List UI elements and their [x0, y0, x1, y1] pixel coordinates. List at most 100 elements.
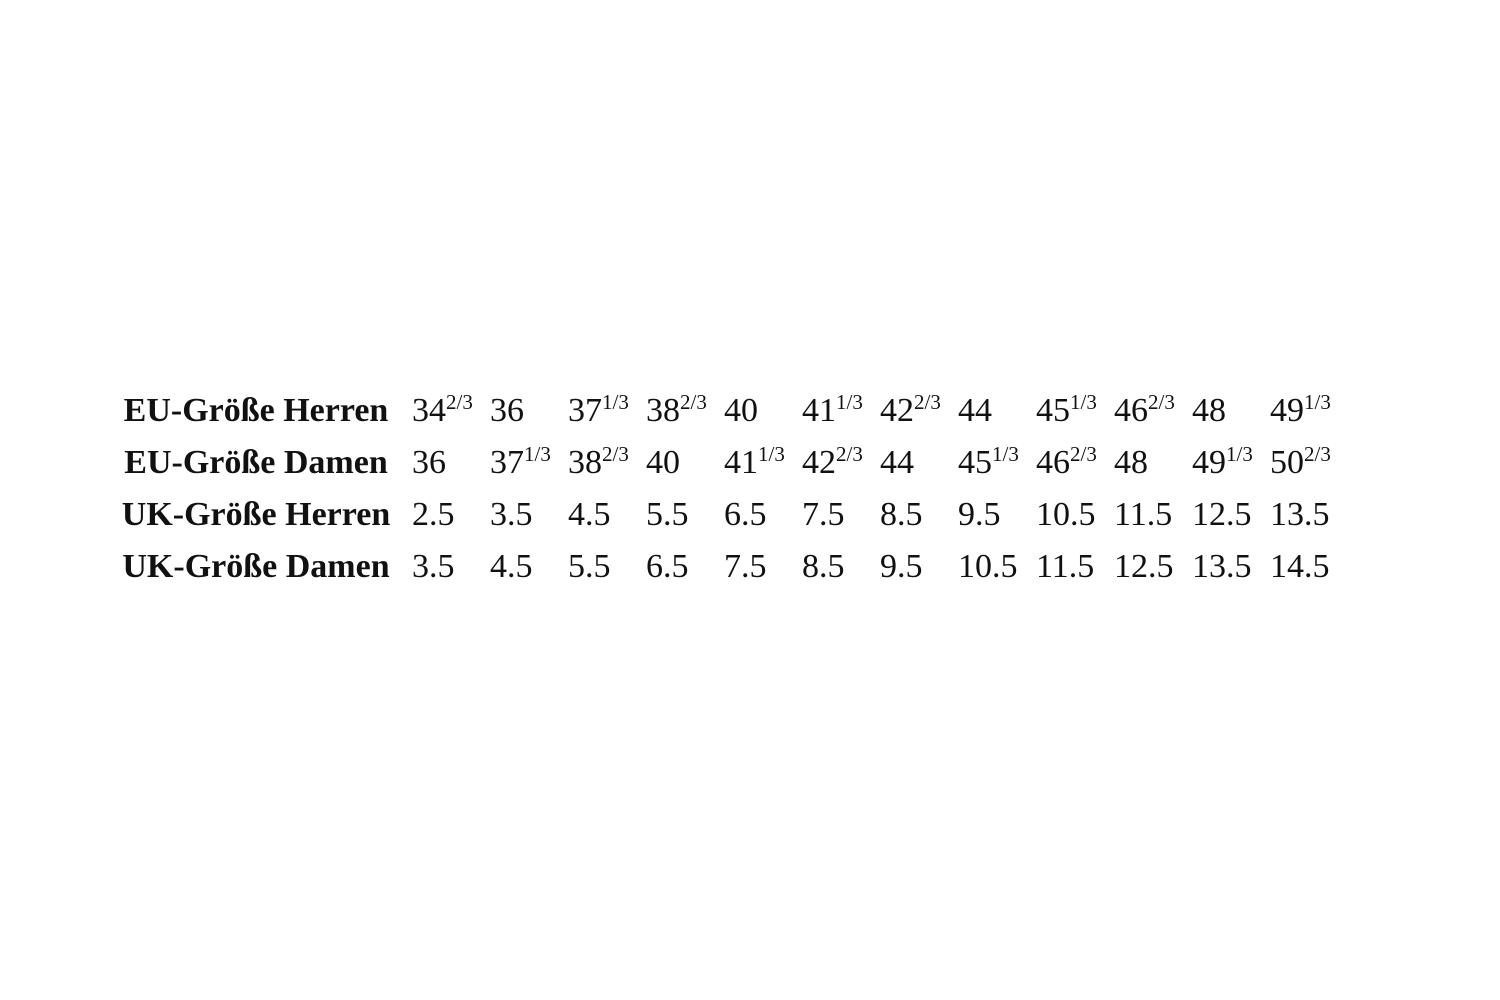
size-cell: 491/3: [1270, 390, 1331, 435]
size-cell: 6.5: [646, 546, 689, 588]
size-fraction: 2/3: [836, 442, 863, 466]
size-value: 48: [1192, 392, 1226, 429]
size-fraction: 2/3: [914, 390, 941, 414]
size-value: 42: [880, 392, 914, 429]
size-cell: 382/3: [646, 390, 707, 435]
size-value: 11.5: [1114, 496, 1173, 533]
size-value: 40: [646, 444, 680, 481]
size-cell: 5.5: [646, 494, 689, 536]
size-value: 13.5: [1192, 548, 1252, 585]
size-cell: 462/3: [1114, 390, 1175, 435]
size-value: 5.5: [646, 496, 689, 533]
size-value: 37: [490, 444, 524, 481]
size-value: 8.5: [880, 496, 923, 533]
size-fraction: 1/3: [758, 442, 785, 466]
size-fraction: 2/3: [602, 442, 629, 466]
size-value: 45: [1036, 392, 1070, 429]
size-value: 41: [724, 444, 758, 481]
size-cell: 7.5: [724, 546, 767, 588]
size-fraction: 2/3: [446, 390, 473, 414]
size-value: 6.5: [724, 496, 767, 533]
size-cell: 14.5: [1270, 546, 1330, 588]
size-cell: 382/3: [568, 442, 629, 487]
size-cell: 12.5: [1114, 546, 1174, 588]
size-value: 36: [412, 444, 446, 481]
size-cell: 7.5: [802, 494, 845, 536]
size-value: 50: [1270, 444, 1304, 481]
size-value: 14.5: [1270, 548, 1330, 585]
size-value: 13.5: [1270, 496, 1330, 533]
size-value: 4.5: [568, 496, 611, 533]
size-cell: 451/3: [958, 442, 1019, 487]
size-cell: 40: [724, 390, 758, 432]
row-label: UK-Größe Damen: [122, 548, 390, 585]
size-cell: 36: [412, 442, 446, 484]
size-value: 5.5: [568, 548, 611, 585]
size-cell: 11.5: [1036, 546, 1094, 588]
size-value: 46: [1036, 444, 1070, 481]
size-cell: 8.5: [880, 494, 923, 536]
size-value: 49: [1270, 392, 1304, 429]
size-row: UK-Größe Herren 2.5 3.5 4.5 5.5 6.5 7.5 8.5 9.5 1…: [0, 494, 1500, 546]
size-fraction: 1/3: [524, 442, 551, 466]
size-value: 41: [802, 392, 836, 429]
size-value: 3.5: [412, 548, 455, 585]
size-cell: 3.5: [490, 494, 533, 536]
size-fraction: 1/3: [1226, 442, 1253, 466]
size-value: 49: [1192, 444, 1226, 481]
size-cell: 4.5: [568, 494, 611, 536]
size-fraction: 1/3: [602, 390, 629, 414]
size-fraction: 1/3: [1304, 390, 1331, 414]
row-label: EU-Größe Herren: [123, 392, 389, 429]
row-label: UK-Größe Herren: [121, 496, 391, 533]
size-value: 7.5: [802, 496, 845, 533]
row-label: EU-Größe Damen: [124, 444, 388, 481]
size-fraction: 2/3: [1304, 442, 1331, 466]
size-value: 9.5: [880, 548, 923, 585]
size-cell: 48: [1192, 390, 1226, 432]
size-value: 11.5: [1036, 548, 1095, 585]
size-cell: 411/3: [724, 442, 785, 487]
size-row: EU-Größe Herren 342/3 36 371/3 382/3 40 411/3 4…: [0, 390, 1500, 442]
size-value: 44: [880, 444, 914, 481]
size-cell: 411/3: [802, 390, 863, 435]
size-cell: 10.5: [958, 546, 1018, 588]
size-value: 10.5: [1036, 496, 1096, 533]
size-value: 48: [1114, 444, 1148, 481]
size-value: 10.5: [958, 548, 1018, 585]
size-value: 34: [412, 392, 446, 429]
size-cell: 44: [880, 442, 914, 484]
size-fraction: 1/3: [1070, 390, 1097, 414]
size-row: UK-Größe Damen 3.5 4.5 5.5 6.5 7.5 8.5 9.5 10.5 1…: [0, 546, 1500, 598]
size-value: 4.5: [490, 548, 533, 585]
size-cell: 11.5: [1114, 494, 1172, 536]
size-cell: 8.5: [802, 546, 845, 588]
size-fraction: 2/3: [1070, 442, 1097, 466]
size-value: 46: [1114, 392, 1148, 429]
size-cell: 13.5: [1192, 546, 1252, 588]
size-cell: 422/3: [802, 442, 863, 487]
size-value: 36: [490, 392, 524, 429]
size-cell: 9.5: [958, 494, 1001, 536]
size-cell: 491/3: [1192, 442, 1253, 487]
size-cell: 2.5: [412, 494, 455, 536]
size-cell: 342/3: [412, 390, 473, 435]
size-cell: 6.5: [724, 494, 767, 536]
size-cell: 3.5: [412, 546, 455, 588]
size-value: 38: [646, 392, 680, 429]
size-value: 40: [724, 392, 758, 429]
size-cell: 36: [490, 390, 524, 432]
size-fraction: 2/3: [1148, 390, 1175, 414]
size-value: 9.5: [958, 496, 1001, 533]
size-fraction: 1/3: [992, 442, 1019, 466]
size-cell: 9.5: [880, 546, 923, 588]
size-cell: 371/3: [490, 442, 551, 487]
size-value: 8.5: [802, 548, 845, 585]
size-cell: 502/3: [1270, 442, 1331, 487]
size-cell: 422/3: [880, 390, 941, 435]
size-value: 3.5: [490, 496, 533, 533]
size-cell: 44: [958, 390, 992, 432]
size-value: 6.5: [646, 548, 689, 585]
size-value: 42: [802, 444, 836, 481]
size-fraction: 1/3: [836, 390, 863, 414]
